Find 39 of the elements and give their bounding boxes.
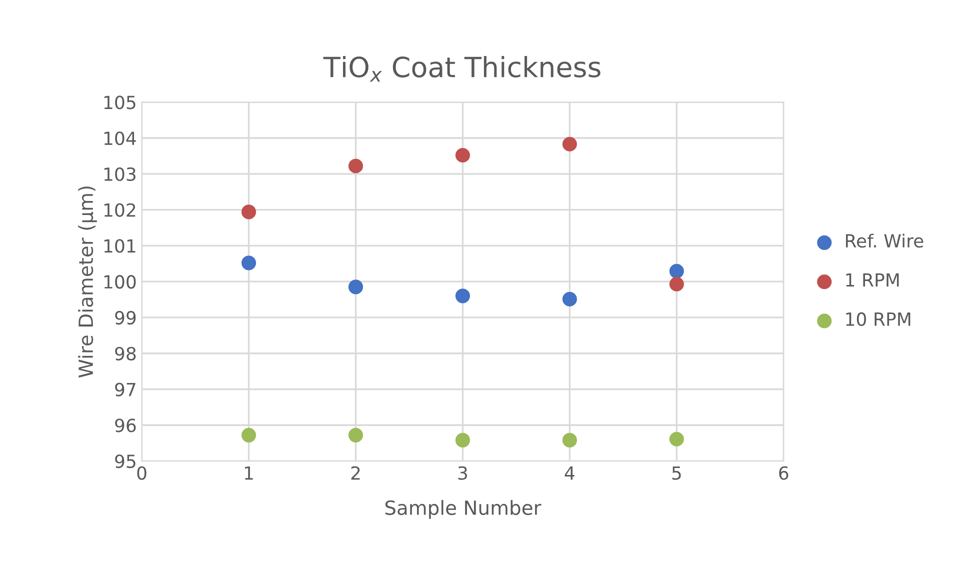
- x-tick-label: 6: [779, 466, 788, 480]
- y-tick-label: 99: [115, 310, 136, 325]
- y-tick-label: 103: [104, 167, 136, 182]
- point: [455, 148, 470, 163]
- point: [241, 256, 256, 270]
- point: [455, 432, 470, 448]
- point: [669, 264, 684, 278]
- point: [669, 432, 684, 446]
- x-axis-title: Sample Number: [385, 500, 542, 519]
- y-tick-label: 105: [104, 96, 136, 110]
- chart-title: TiO$_{x}$ Coat Thickness: [323, 56, 600, 82]
- y-axis-title: Wire Diameter (µm): [78, 186, 97, 378]
- y-tick-label: 100: [104, 275, 136, 289]
- y-tick-label: 104: [104, 131, 136, 146]
- y-tick-label: 102: [104, 203, 136, 217]
- point: [562, 292, 577, 306]
- point: [241, 204, 256, 220]
- point: [348, 428, 364, 442]
- x-tick-label: 1: [245, 466, 253, 480]
- x-tick-label: 4: [564, 466, 574, 480]
- point: [348, 158, 364, 174]
- x-tick-label: 5: [672, 466, 681, 480]
- x-tick-label: 3: [458, 466, 468, 480]
- point: [241, 428, 256, 442]
- point: [669, 276, 684, 292]
- point: [348, 280, 364, 294]
- y-tick-label: 98: [115, 346, 136, 360]
- point: [562, 136, 577, 152]
- y-tick-label: 96: [115, 418, 136, 432]
- point: [455, 288, 470, 304]
- legend-label: Ref. Wire: [846, 234, 924, 248]
- x-tick-label: 0: [137, 466, 146, 480]
- y-tick-label: 97: [115, 382, 136, 396]
- x-tick-label: 2: [351, 466, 360, 480]
- y-tick-label: 95: [115, 454, 136, 468]
- legend-label: 1 RPM: [846, 273, 899, 287]
- y-tick-label: 101: [104, 239, 136, 253]
- legend-label: 10 RPM: [846, 312, 910, 326]
- point: [562, 432, 577, 448]
